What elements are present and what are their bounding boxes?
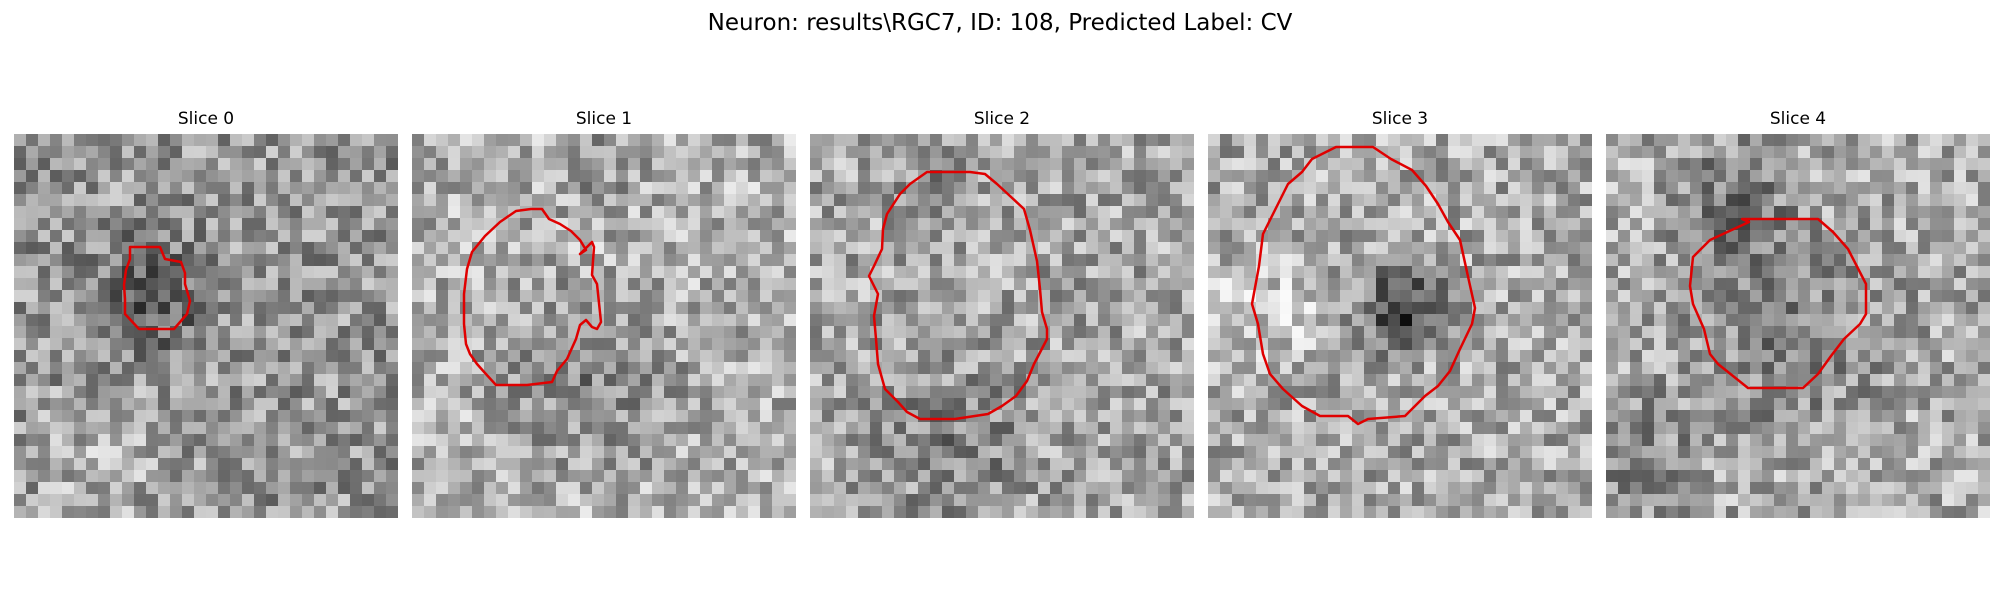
contour-outline: [867, 170, 1049, 421]
slice-image-2: [810, 134, 1194, 518]
slice-image-4: [1606, 134, 1990, 518]
slice-title-4: Slice 4: [1769, 109, 1827, 129]
contour-outline: [122, 245, 192, 331]
slice-image-1: [412, 134, 796, 518]
slice-title-2: Slice 2: [973, 109, 1031, 129]
slice-panel-1: Slice 1: [412, 108, 796, 518]
slice-image-0: [14, 134, 398, 518]
contour-outline: [1688, 217, 1868, 390]
slice-image-3: [1208, 134, 1592, 518]
pixel-grid: [1208, 134, 1592, 518]
slice-panel-2: Slice 2: [810, 108, 1194, 518]
slice-title-1: Slice 1: [575, 109, 633, 129]
slice-title-0: Slice 0: [177, 109, 235, 129]
slice-title-3: Slice 3: [1371, 109, 1429, 129]
pixel-grid: [1606, 134, 1990, 518]
pixel-grid: [14, 134, 398, 518]
figure-title: Neuron: results\RGC7, ID: 108, Predicted…: [707, 10, 1293, 36]
slice-panel-0: Slice 0: [14, 108, 398, 518]
slice-panel-4: Slice 4: [1606, 108, 1990, 518]
slice-panel-3: Slice 3: [1208, 108, 1592, 518]
contour-outline: [1250, 145, 1477, 426]
pixel-grid: [412, 134, 796, 518]
pixel-grid: [810, 134, 1194, 518]
contour-outline: [462, 207, 603, 387]
